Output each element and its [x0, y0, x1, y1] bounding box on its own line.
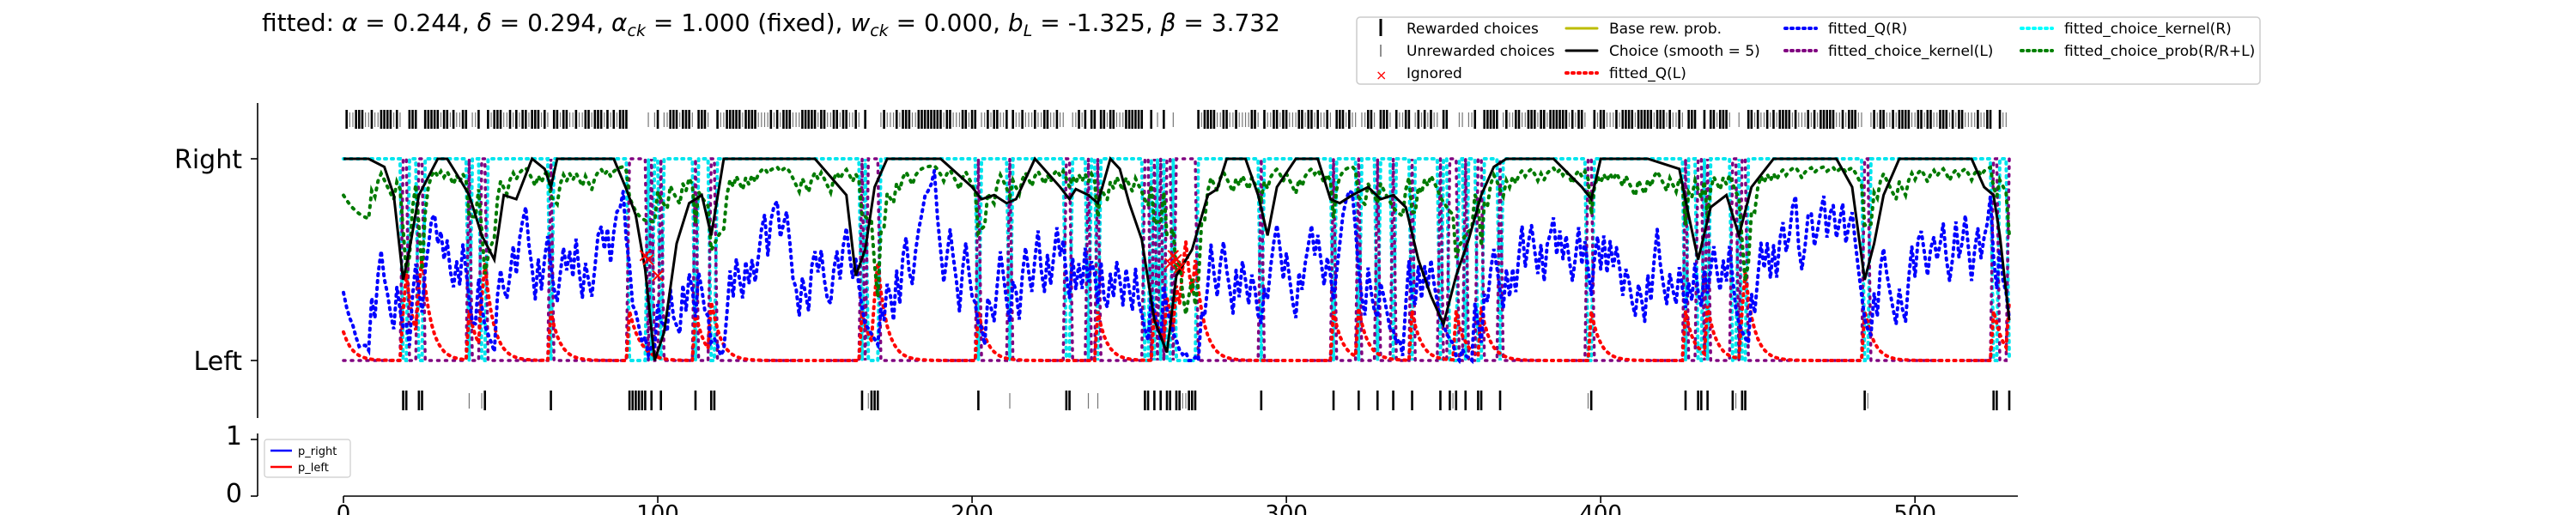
ignored-marker	[1163, 258, 1176, 270]
title-w-ck-sub: ck	[870, 21, 889, 40]
title-alpha-ck-sub: ck	[628, 21, 647, 40]
ytick-label-zero: 0	[226, 479, 242, 509]
title-alpha-value: 0.244	[393, 9, 462, 37]
ignored-marker	[1170, 253, 1182, 266]
xtick-label: 500	[1893, 501, 1936, 515]
title-w-ck-symbol: w	[850, 9, 870, 37]
x-axis-ticks: 0 100 200 300 400 500	[337, 496, 1936, 515]
xtick-label: 300	[1265, 501, 1308, 515]
series-fitted-choice-kernel-right	[342, 157, 2011, 362]
xtick-label: 0	[337, 501, 351, 515]
legend-reward-prob: p_right p_left	[264, 439, 351, 478]
legend-label-base: Base rew. prob.	[1609, 21, 1722, 38]
title-beta-symbol: β	[1160, 9, 1176, 37]
title-prefix: fitted:	[262, 9, 342, 37]
series-fitted-q-right	[342, 170, 2011, 365]
title-b-symbol: b	[1008, 9, 1024, 37]
reward-prob-axes	[251, 433, 2018, 497]
title-alpha-ck-symbol: α	[611, 9, 628, 37]
title-delta-symbol: δ	[477, 9, 492, 37]
title-b-value: -1.325	[1068, 9, 1145, 37]
title-w-ck-value: 0.000	[924, 9, 993, 37]
legend-label-qR: fitted_Q(R)	[1828, 21, 1907, 38]
ignored-marker-stroke	[642, 253, 654, 266]
title-alpha-ck-value: 1.000 (fixed)	[681, 9, 835, 37]
title-b-sub: L	[1024, 21, 1033, 40]
ignored-marker	[652, 270, 664, 282]
chart-title: fitted: α = 0.244, δ = 0.294, αck = 1.00…	[262, 9, 1280, 40]
legend-label-prob: fitted_choice_prob(R/R+L)	[2064, 43, 2255, 60]
legend-label-ignored: Ignored	[1406, 65, 1462, 82]
xtick-label: 200	[951, 501, 993, 515]
title-alpha-symbol: α	[342, 9, 358, 37]
left-choice-ticks	[402, 391, 2011, 410]
legend: Rewarded choices Unrewarded choices × Ignor…	[1356, 16, 2261, 85]
legend-label-ckL: fitted_choice_kernel(L)	[1828, 43, 1993, 60]
xtick-label: 400	[1579, 501, 1622, 515]
legend-label-choice: Choice (smooth = 5)	[1609, 43, 1760, 60]
legend-label-rewarded: Rewarded choices	[1406, 21, 1539, 38]
legend-swatch-ignored: ×	[1376, 67, 1387, 83]
ytick-label-one: 1	[226, 421, 242, 451]
legend-label-unrewarded: Unrewarded choices	[1406, 43, 1555, 60]
title-delta-value: 0.294	[527, 9, 596, 37]
title-beta-value: 3.732	[1212, 9, 1280, 37]
ignored-marker	[1173, 262, 1186, 274]
ignored-marker-stroke	[652, 270, 664, 282]
legend-p-right-label: p_right	[298, 445, 337, 458]
ignored-marker	[642, 253, 654, 266]
rewarded-ticks	[345, 110, 2007, 129]
xtick-label: 100	[636, 501, 679, 515]
legend-p-left-label: p_left	[298, 462, 329, 475]
ignored-marker-stroke	[1170, 253, 1182, 266]
ignored-markers	[639, 250, 1186, 282]
choice-axes	[251, 103, 258, 418]
ignored-marker-stroke	[1173, 262, 1186, 274]
ytick-label-left: Left	[194, 347, 243, 377]
legend-label-ckR: fitted_choice_kernel(R)	[2064, 21, 2232, 38]
ytick-label-right: Right	[174, 145, 242, 175]
legend-label-qL: fitted_Q(L)	[1609, 65, 1686, 82]
ignored-marker-stroke	[1163, 258, 1176, 270]
series-choice-smooth	[343, 156, 2011, 361]
